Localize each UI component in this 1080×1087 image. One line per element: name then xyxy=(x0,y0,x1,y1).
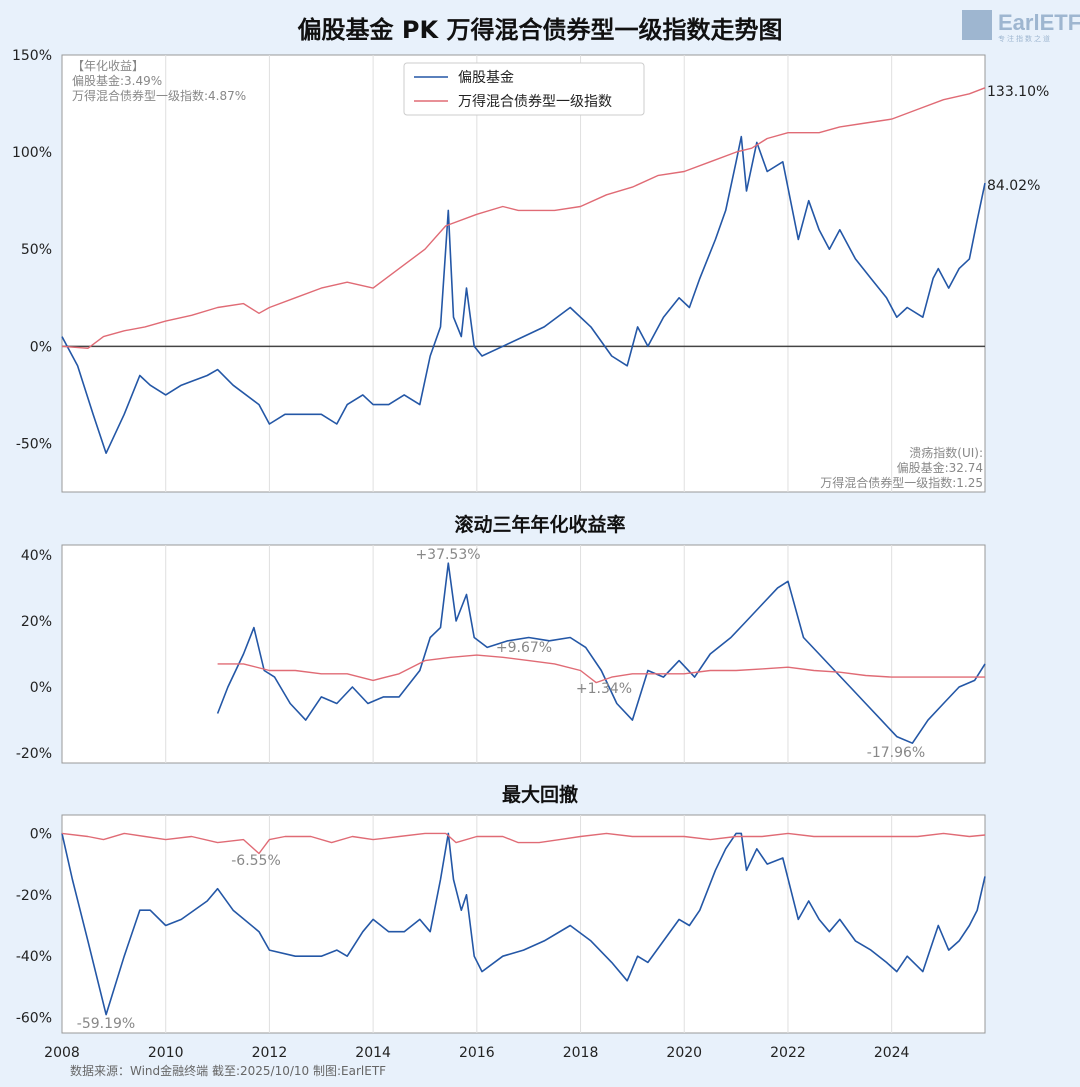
data-source: 数据来源：Wind金融终端 截至:2025/10/10 制图:EarlETF xyxy=(70,1064,387,1078)
y-tick-label-0-2: 50% xyxy=(21,242,52,258)
series-line-1-fund xyxy=(216,562,986,745)
legend-label-fund: 偏股基金 xyxy=(458,69,514,86)
rolling-annotation-1: +9.67% xyxy=(496,640,552,656)
x-tick-label-6: 2020 xyxy=(666,1045,702,1061)
x-tick-label-7: 2022 xyxy=(770,1045,806,1061)
ulcer-index-line-1: 偏股基金:32.74 xyxy=(897,460,983,475)
y-tick-label-2-1: -40% xyxy=(16,949,52,965)
ulcer-index-line-2: 万得混合债券型一级指数:1.25 xyxy=(820,475,983,490)
logo-subtext: 专注指数之道 xyxy=(998,35,1052,43)
series-line-0-bond xyxy=(61,87,986,349)
earletf-logo: EarlETF 专注指数之道 xyxy=(962,8,1080,43)
x-tick-label-2: 2012 xyxy=(252,1045,288,1061)
y-tick-label-1-1: 0% xyxy=(30,680,52,696)
y-tick-label-2-2: -20% xyxy=(16,888,52,904)
series-line-2-bond xyxy=(61,832,986,855)
x-tick-label-5: 2018 xyxy=(563,1045,599,1061)
x-tick-label-1: 2010 xyxy=(148,1045,184,1061)
drawdown-annotation-0: -6.55% xyxy=(231,853,281,869)
x-tick-label-8: 2024 xyxy=(874,1045,910,1061)
y-tick-label-0-4: 150% xyxy=(12,48,52,64)
drawdown-title: 最大回撤 xyxy=(501,784,578,806)
drawdown-annotation-1: -59.19% xyxy=(77,1016,135,1032)
y-tick-label-0-3: 100% xyxy=(12,145,52,161)
end-label-bond: 133.10% xyxy=(987,84,1049,100)
annual-return-line-1: 偏股基金:3.49% xyxy=(72,73,162,88)
series-line-0-fund xyxy=(61,135,986,455)
rolling-annotation-2: +1.34% xyxy=(576,681,632,697)
x-tick-label-0: 2008 xyxy=(44,1045,80,1061)
legend-box xyxy=(403,62,645,116)
logo-text: EarlETF xyxy=(998,10,1080,35)
logo-mark-icon xyxy=(962,10,992,40)
page-title: 偏股基金 PK 万得混合债券型一级指数走势图 xyxy=(297,16,783,44)
rolling-annotation-0: +37.53% xyxy=(415,547,480,563)
rolling-annotation-3: -17.96% xyxy=(867,745,925,761)
series-line-1-bond xyxy=(217,654,985,684)
annual-return-line-2: 万得混合债券型一级指数:4.87% xyxy=(72,88,246,103)
y-tick-label-1-2: 20% xyxy=(21,614,52,630)
plot-area-2 xyxy=(61,814,986,1034)
plot-area-0 xyxy=(61,54,986,493)
y-tick-label-2-3: 0% xyxy=(30,826,52,842)
y-tick-label-1-3: 40% xyxy=(21,548,52,564)
y-tick-label-1-0: -20% xyxy=(16,746,52,762)
annual-return-line-0: 【年化收益】 xyxy=(72,59,144,73)
y-tick-label-0-0: -50% xyxy=(16,436,52,452)
x-tick-label-3: 2014 xyxy=(355,1045,391,1061)
end-label-fund: 84.02% xyxy=(987,178,1040,194)
ulcer-index-line-0: 溃疡指数(UI): xyxy=(909,445,983,460)
legend-label-bond: 万得混合债券型一级指数 xyxy=(458,93,612,110)
x-tick-label-4: 2016 xyxy=(459,1045,495,1061)
y-tick-label-2-0: -60% xyxy=(16,1011,52,1027)
series-line-2-fund xyxy=(61,832,986,1016)
y-tick-label-0-1: 0% xyxy=(30,339,52,355)
plot-area-1 xyxy=(61,544,986,764)
rolling-return-title: 滚动三年年化收益率 xyxy=(454,514,626,536)
